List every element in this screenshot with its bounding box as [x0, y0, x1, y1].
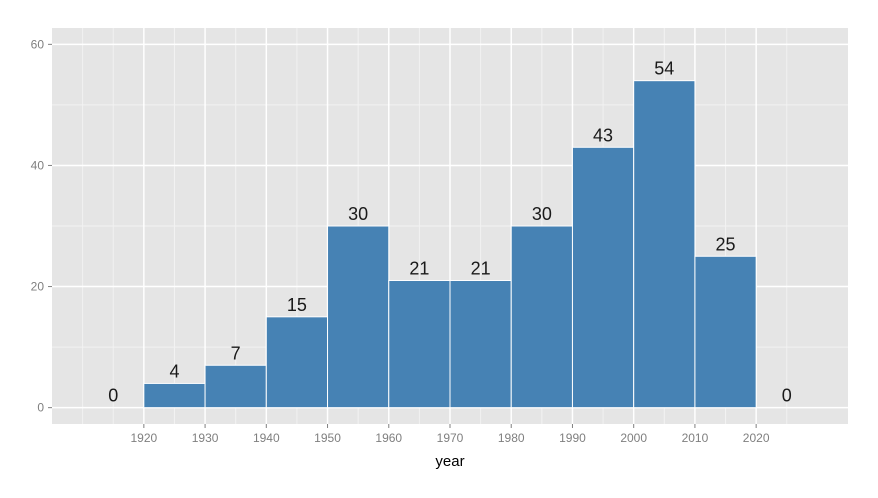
x-tick-label: 1930	[192, 431, 219, 445]
y-axis: 0 20 40 60	[31, 37, 52, 415]
x-tick-label: 1990	[559, 431, 586, 445]
y-tick-label: 20	[31, 280, 45, 294]
bar-value-label: 30	[532, 204, 552, 224]
bar-2000-2010	[633, 80, 696, 409]
x-axis-title: year	[435, 453, 464, 470]
x-tick-label: 2000	[620, 431, 647, 445]
bar-value-label: 21	[471, 258, 491, 278]
y-tick-label: 0	[37, 401, 44, 415]
bar-1940-1950	[265, 316, 329, 409]
bar-value-label: 43	[593, 125, 613, 145]
x-tick-label: 1970	[437, 431, 464, 445]
bar-value-label: 15	[287, 295, 307, 315]
bar-1990-2000	[571, 146, 635, 409]
bars-layer	[143, 80, 757, 409]
bar-value-label: 0	[108, 386, 118, 406]
bar-value-label: 25	[716, 234, 736, 254]
bar-1930-1940	[204, 364, 267, 409]
x-tick-label: 1940	[253, 431, 280, 445]
x-tick-label: 2020	[743, 431, 770, 445]
bar-value-label: 30	[348, 204, 368, 224]
bar-1970-1980	[449, 279, 512, 409]
x-tick-label: 1980	[498, 431, 525, 445]
bar-value-label: 21	[409, 258, 429, 278]
bar-1950-1960	[327, 225, 390, 409]
bar-2010-2020	[694, 255, 757, 409]
y-tick-label: 60	[31, 37, 45, 51]
x-tick-label: 2010	[682, 431, 709, 445]
bar-value-label: 0	[782, 386, 792, 406]
bar-value-label: 7	[231, 343, 241, 363]
x-axis: 1920 1930 1940 1950 1960 1970 1980 1990 2000 2010…	[130, 424, 770, 445]
bar-value-labels: 0 4 7 15 30 21 21 30 43 54 25 0	[108, 59, 792, 406]
x-tick-label: 1920	[130, 431, 157, 445]
y-tick-label: 40	[31, 158, 45, 172]
x-tick-label: 1960	[375, 431, 402, 445]
bar-value-label: 4	[169, 361, 179, 381]
bar-1920-1930	[143, 382, 206, 409]
x-tick-label: 1950	[314, 431, 341, 445]
bar-1960-1970	[388, 279, 451, 409]
bar-value-label: 54	[654, 59, 674, 79]
bar-1980-1990	[510, 225, 573, 409]
